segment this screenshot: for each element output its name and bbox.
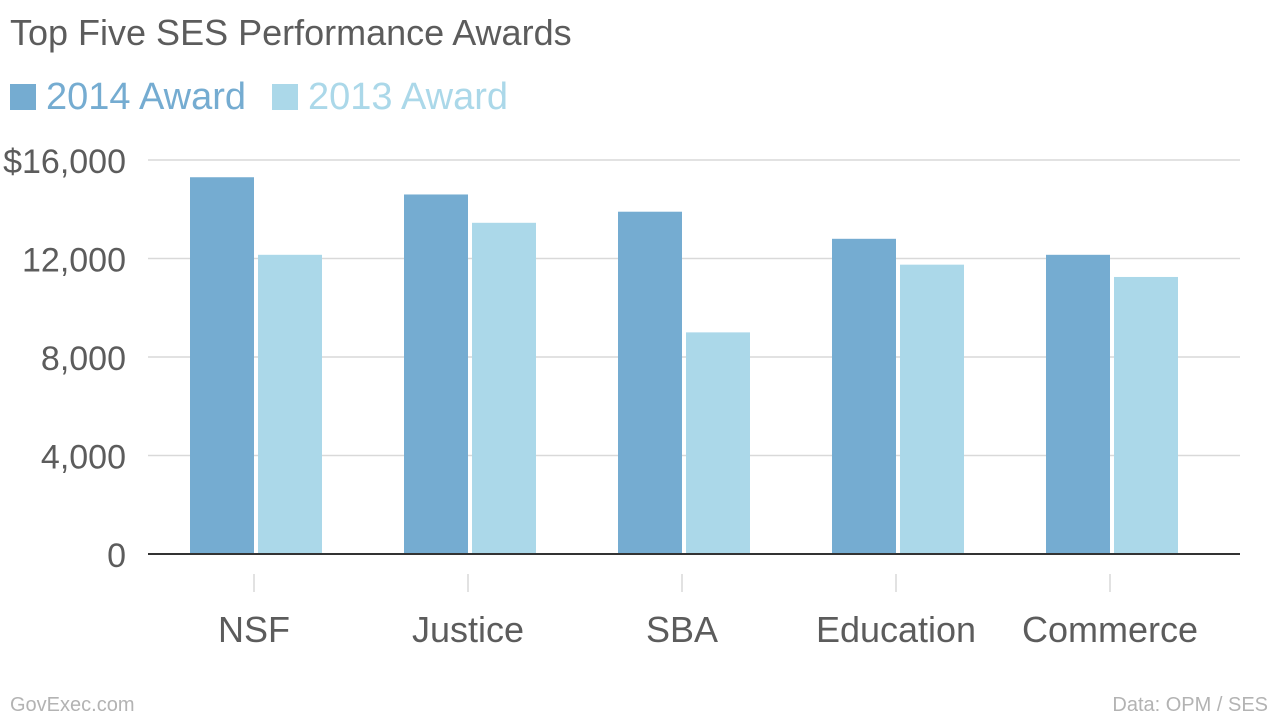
bar-justice-2014 (404, 194, 468, 554)
y-tick-label: 0 (107, 537, 126, 575)
bar-nsf-2014 (190, 177, 254, 555)
bar-commerce-2013 (1114, 276, 1178, 554)
legend-swatch-2014 (10, 84, 36, 110)
axes: 0 4,000 8,000 12,000 $16,000 NSF Justice SBA Edu… (3, 143, 1240, 650)
legend-label-2013: 2013 Award (308, 76, 509, 118)
y-tick-label: $16,000 (3, 143, 126, 181)
legend-label-2014: 2014 Award (46, 76, 247, 118)
bar-sba-2013 (686, 332, 750, 554)
chart-legend: 2014 Award 2013 Award (10, 74, 534, 120)
x-tick-label: Education (816, 609, 976, 650)
x-tick-label: SBA (646, 609, 718, 650)
bar-education-2014 (832, 238, 896, 555)
y-tick-label: 8,000 (41, 340, 126, 378)
y-tick-label: 4,000 (41, 439, 126, 477)
chart-title: Top Five SES Performance Awards (10, 12, 572, 53)
legend-item-2014: 2014 Award (10, 74, 246, 120)
bar-commerce-2014 (1046, 254, 1110, 554)
bar-nsf-2013 (258, 254, 322, 554)
x-tick-label: NSF (218, 609, 290, 650)
bars (190, 177, 1178, 555)
bar-sba-2014 (618, 211, 682, 554)
legend-swatch-2013 (272, 84, 299, 110)
legend-item-2013: 2013 Award (272, 74, 508, 120)
bar-education-2013 (900, 264, 964, 554)
footer-source-right: Data: OPM / SES (1112, 694, 1268, 716)
x-tick-label: Justice (412, 609, 524, 650)
y-tick-label: 12,000 (22, 242, 126, 280)
x-tick-label: Commerce (1022, 609, 1198, 650)
bar-justice-2013 (472, 222, 536, 554)
footer-source-left: GovExec.com (10, 694, 135, 716)
